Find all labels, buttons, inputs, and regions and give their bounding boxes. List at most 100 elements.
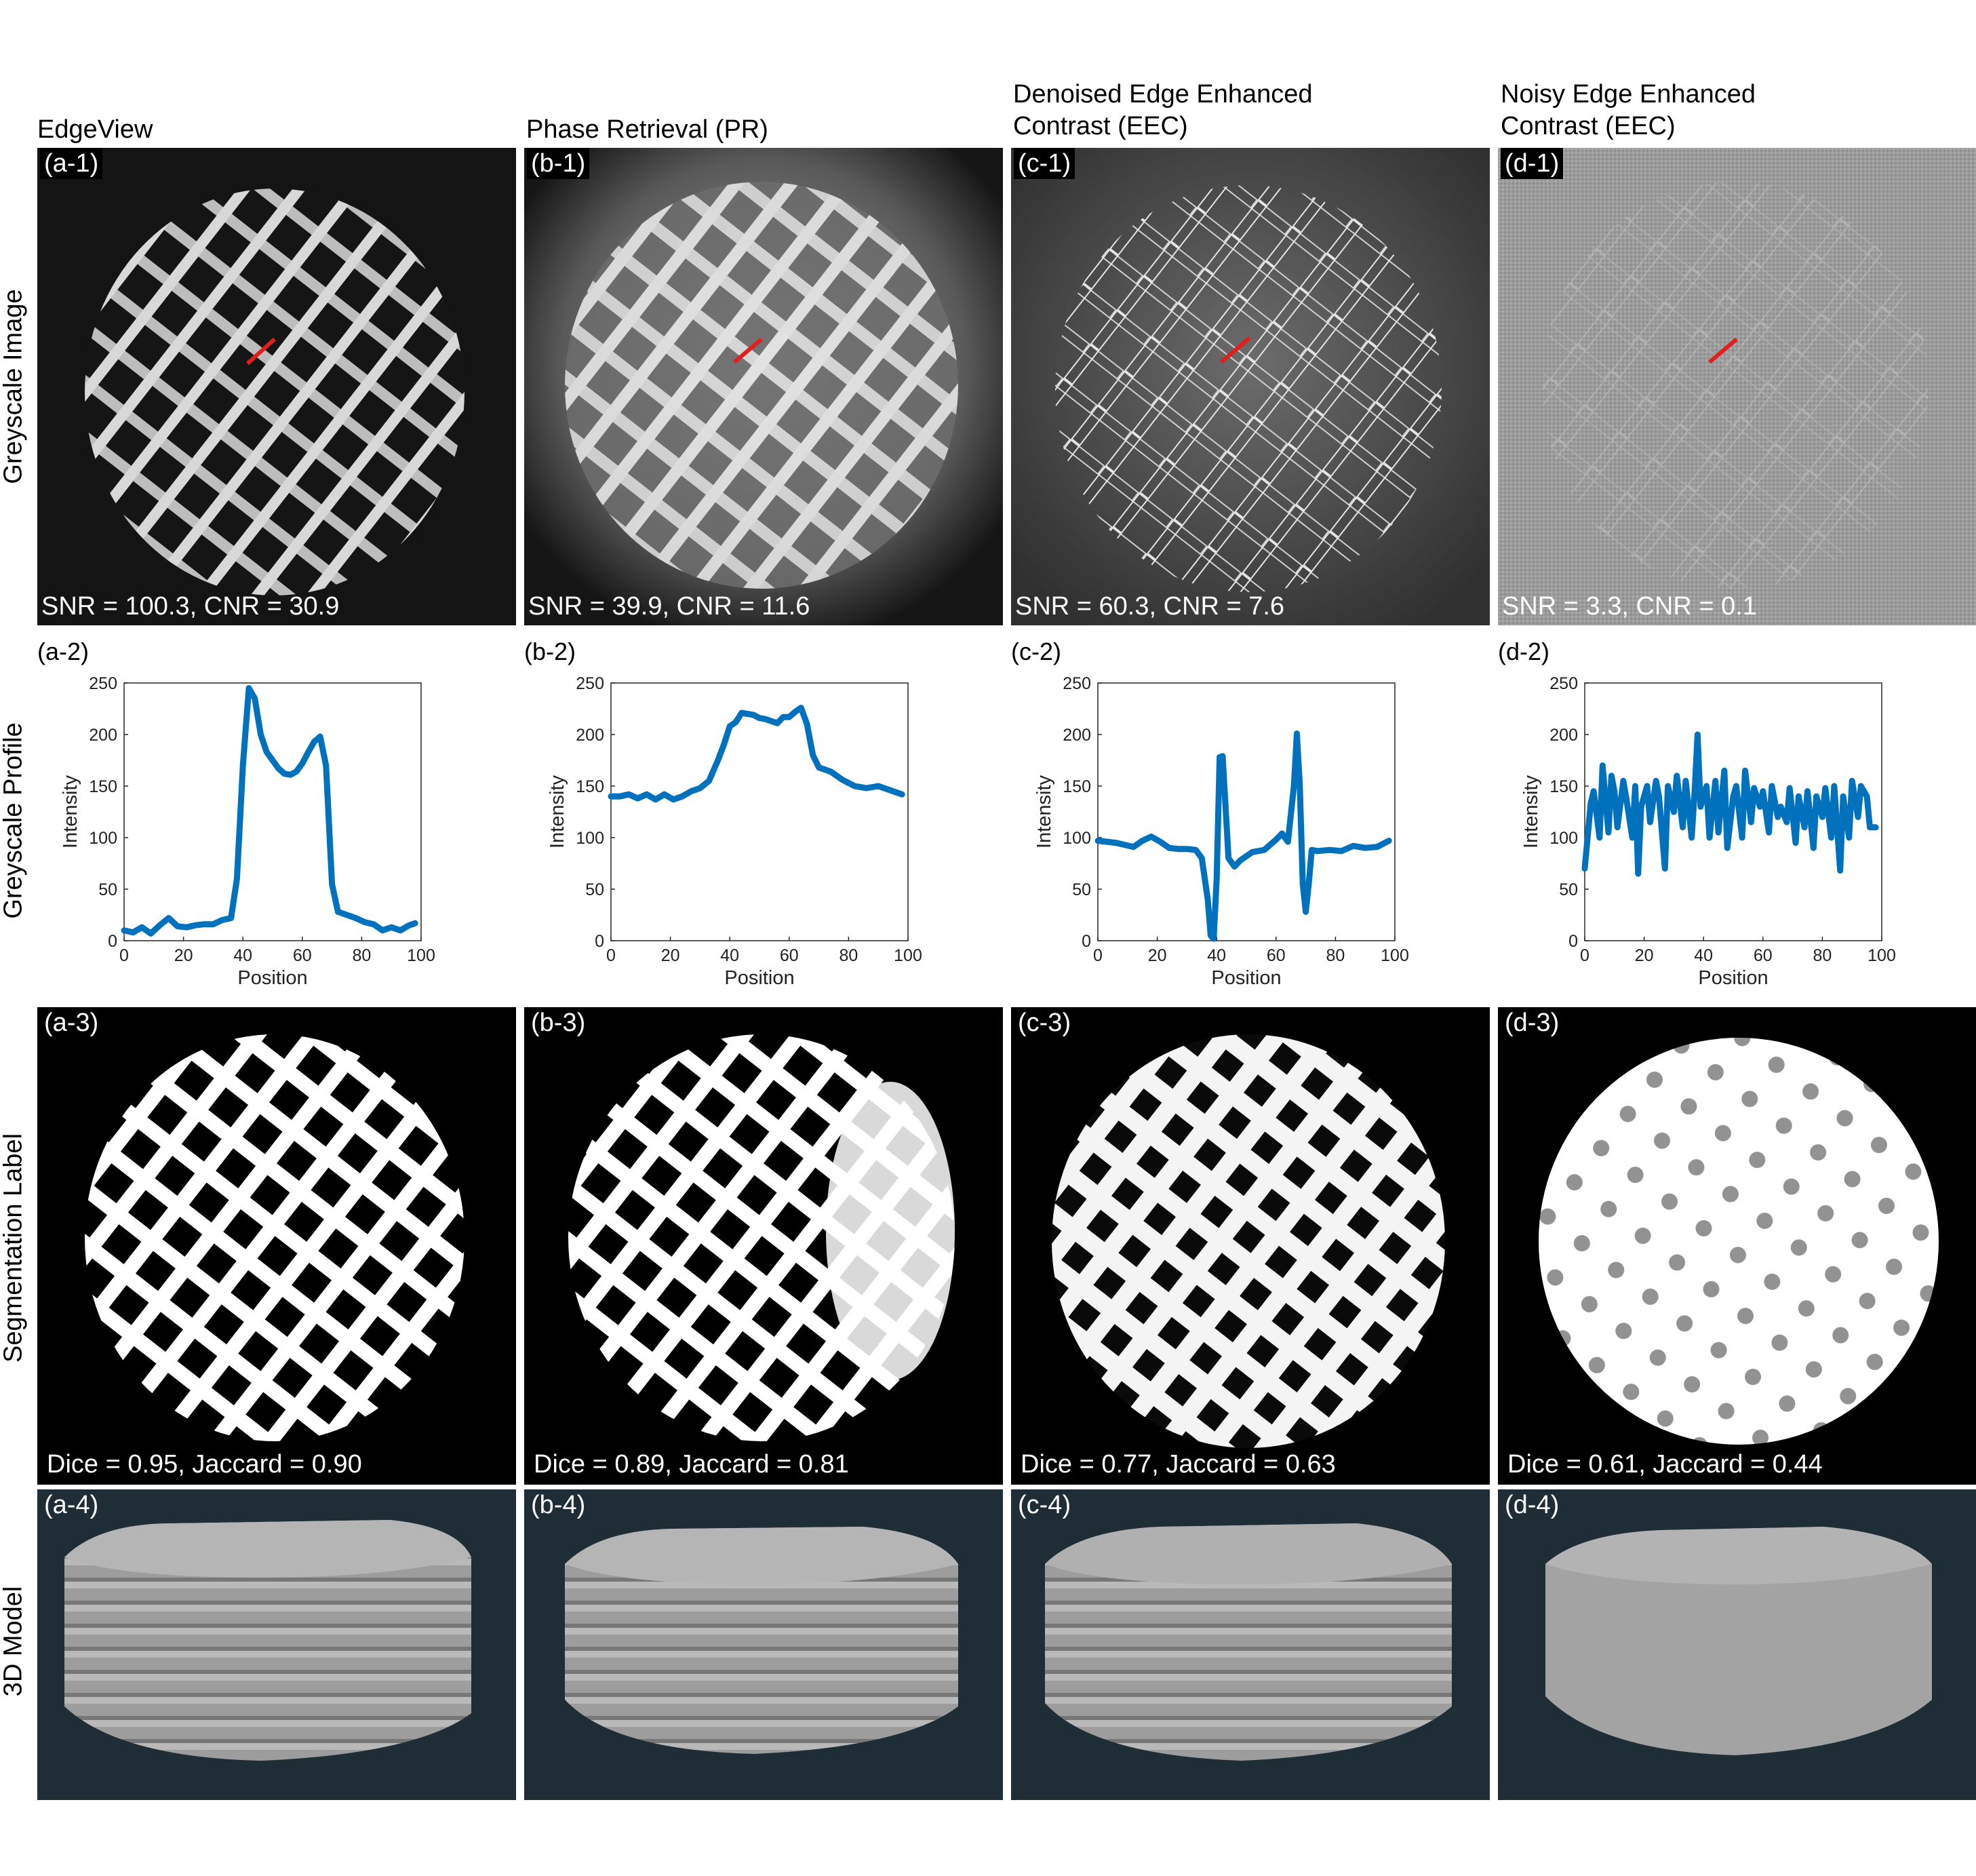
y-tick-label: 100: [1549, 829, 1578, 848]
segmentation-label-d3: (d-3) Dice = 0.61, Jaccard = 0.44: [1498, 1007, 1976, 1485]
profile-tag-b2: (b-2): [524, 638, 576, 665]
x-tick-label: 0: [119, 946, 129, 965]
y-tick-label: 0: [595, 932, 604, 951]
3d-model-b4: (b-4): [524, 1489, 1003, 1800]
dice-jaccard-metric: Dice = 0.89, Jaccard = 0.81: [534, 1450, 849, 1479]
x-axis-label: Position: [237, 967, 307, 989]
lattice-greyscale-image: [524, 148, 1003, 625]
y-tick-label: 200: [1063, 726, 1091, 745]
y-tick-label: 50: [1559, 880, 1578, 899]
panel-tag: (d-4): [1501, 1489, 1564, 1521]
panel-tag: (c-4): [1014, 1489, 1075, 1521]
x-tick-label: 40: [720, 946, 739, 965]
x-axis-label: Position: [1698, 967, 1768, 989]
x-tick-label: 60: [780, 946, 799, 965]
intensity-series-line: [608, 705, 905, 803]
x-tick-label: 80: [839, 946, 858, 965]
plot-frame: [123, 682, 422, 941]
profile-tag-d2: (d-2): [1498, 638, 1550, 665]
profile-chart-c2: 0 20 40 60 80 100 0 50 100 150 200 250 Position Inten…: [1011, 668, 1490, 989]
panel-tag: (b-4): [527, 1489, 590, 1521]
column-title-line: Denoised Edge Enhanced: [1013, 80, 1313, 109]
dice-jaccard-metric: Dice = 0.61, Jaccard = 0.44: [1507, 1450, 1823, 1479]
y-tick-label: 150: [89, 777, 117, 796]
segmentation-label-a3: (a-3) Dice = 0.95, Jaccard = 0.90: [37, 1007, 516, 1485]
x-tick-label: 60: [1754, 946, 1773, 965]
lattice-greyscale-image: [37, 148, 516, 625]
y-tick-label: 250: [1549, 674, 1578, 693]
y-tick-label: 50: [1072, 880, 1091, 899]
panel-tag: (b-1): [527, 148, 590, 179]
profile-tag-c2: (c-2): [1011, 638, 1061, 665]
segmentation-mask: [37, 1007, 516, 1485]
panel-tag: (a-4): [40, 1489, 103, 1521]
row-label-3d-model: 3D Model: [0, 1586, 28, 1697]
dice-jaccard-metric: Dice = 0.77, Jaccard = 0.63: [1021, 1450, 1336, 1479]
3d-model-render: [565, 1527, 958, 1754]
x-axis-label: Position: [724, 967, 794, 989]
y-tick-label: 150: [576, 777, 604, 796]
column-title-edgeview: EdgeView: [37, 114, 153, 146]
y-axis-label: Intensity: [60, 775, 81, 848]
y-tick-label: 150: [1549, 777, 1578, 796]
x-tick-label: 100: [1868, 946, 1896, 965]
row-label-greyscale-image: Greyscale Image: [0, 289, 28, 484]
profile-chart-svg: 0 20 40 60 80 100 0 50 100 150 200 250 Position Inten…: [60, 674, 435, 989]
3d-model-d4: (d-4): [1498, 1489, 1976, 1800]
profile-chart-a2: 0 20 40 60 80 100 0 50 100 150 200 250 Position Inten…: [37, 668, 516, 989]
profile-chart-b2: 0 20 40 60 80 100 0 50 100 150 200 250 Position Inten…: [524, 668, 1003, 989]
snr-cnr-metric: SNR = 100.3, CNR = 30.9: [41, 592, 340, 621]
column-title-denoised-eec: Denoised Edge Enhanced Contrast (EEC): [1013, 79, 1313, 142]
segmentation-mask: [524, 1007, 1003, 1485]
x-tick-label: 40: [233, 946, 252, 965]
y-tick-label: 50: [98, 880, 117, 899]
y-tick-label: 0: [108, 932, 117, 951]
x-tick-label: 40: [1207, 946, 1226, 965]
snr-cnr-metric: SNR = 60.3, CNR = 7.6: [1015, 592, 1285, 621]
profile-chart-svg: 0 20 40 60 80 100 0 50 100 150 200 250 Position Inten…: [547, 674, 922, 989]
y-tick-label: 200: [1549, 726, 1578, 745]
y-tick-label: 200: [576, 726, 604, 745]
3d-model-render: [1545, 1527, 1932, 1755]
segmentation-mask: [1011, 1007, 1490, 1485]
y-axis-label: Intensity: [1033, 775, 1055, 848]
row-label-segmentation-label: Segmentation Label: [0, 1133, 28, 1363]
plot-frame: [1097, 682, 1396, 941]
x-tick-label: 20: [661, 946, 680, 965]
x-tick-label: 20: [1635, 946, 1654, 965]
profile-chart-svg: 0 20 40 60 80 100 0 50 100 150 200 250 Position Inten…: [1033, 674, 1409, 989]
y-tick-label: 100: [1063, 829, 1091, 848]
intensity-series-line: [1094, 730, 1392, 942]
lattice-greyscale-image: [1011, 148, 1490, 625]
panel-tag: (d-1): [1501, 148, 1564, 179]
y-tick-label: 250: [576, 674, 604, 693]
x-tick-label: 60: [293, 946, 312, 965]
y-tick-label: 0: [1568, 932, 1578, 951]
panel-tag: (a-1): [40, 148, 103, 179]
x-tick-label: 100: [1381, 946, 1409, 965]
greyscale-image-b1: (b-1) SNR = 39.9, CNR = 11.6: [524, 148, 1003, 625]
y-tick-label: 250: [1063, 674, 1091, 693]
panel-tag: (b-3): [527, 1007, 590, 1038]
y-tick-label: 200: [89, 726, 117, 745]
x-tick-label: 80: [1813, 946, 1832, 965]
x-tick-label: 0: [606, 946, 616, 965]
y-axis-label: Intensity: [1520, 775, 1542, 848]
y-tick-label: 50: [585, 880, 604, 899]
x-tick-label: 60: [1267, 946, 1286, 965]
y-tick-label: 250: [89, 674, 117, 693]
snr-cnr-metric: SNR = 3.3, CNR = 0.1: [1502, 592, 1757, 621]
3d-model-c4: (c-4): [1011, 1489, 1490, 1800]
x-tick-label: 0: [1093, 946, 1103, 965]
x-tick-label: 80: [1326, 946, 1345, 965]
3d-model-render: [1045, 1523, 1452, 1761]
greyscale-image-d1: (d-1) SNR = 3.3, CNR = 0.1: [1498, 148, 1976, 625]
x-tick-label: 100: [894, 946, 922, 965]
column-title-line: Contrast (EEC): [1501, 112, 1676, 140]
intensity-series-line: [121, 685, 418, 937]
y-tick-label: 100: [576, 829, 604, 848]
plot-frame: [610, 682, 909, 941]
x-tick-label: 40: [1694, 946, 1713, 965]
x-tick-label: 20: [1148, 946, 1167, 965]
x-tick-label: 0: [1580, 946, 1589, 965]
